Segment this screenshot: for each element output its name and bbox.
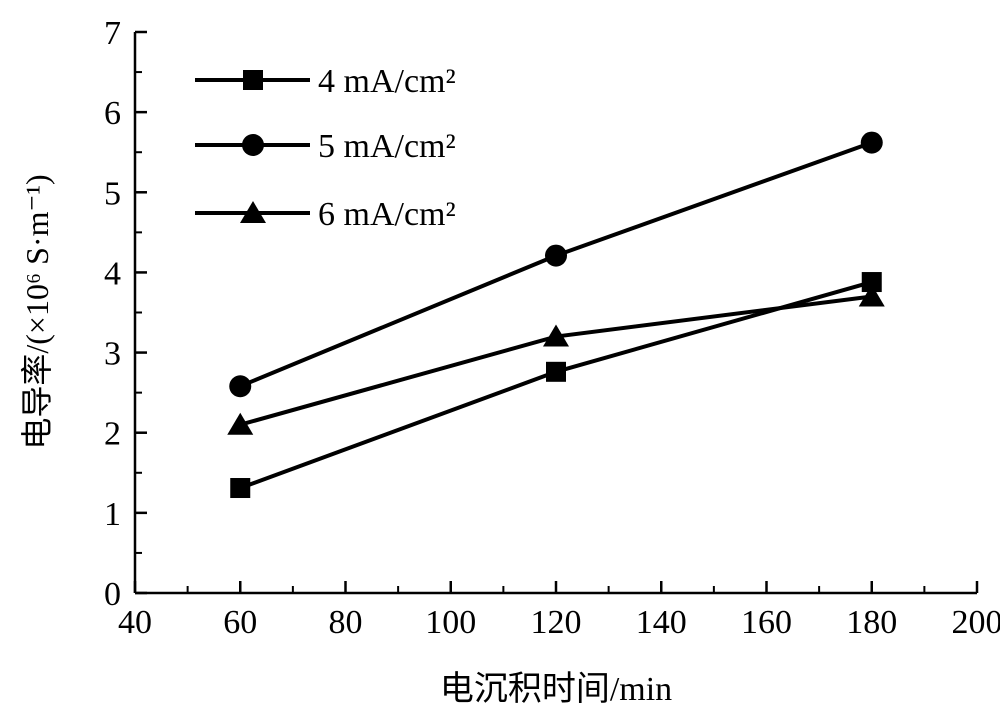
y-tick-label: 2 — [104, 416, 121, 453]
legend-label: 5 mA/cm² — [318, 128, 456, 165]
y-tick-label: 4 — [104, 255, 121, 292]
x-tick-label: 160 — [741, 604, 792, 641]
series-line — [240, 282, 872, 488]
legend-label: 6 mA/cm² — [318, 196, 456, 233]
series-group — [227, 132, 885, 498]
legend-item: 5 mA/cm² — [195, 128, 456, 165]
y-tick-label: 6 — [104, 95, 121, 132]
series-triangle — [227, 284, 885, 434]
data-point-circle — [242, 134, 264, 156]
legend-label: 4 mA/cm² — [318, 63, 456, 100]
data-point-square — [243, 70, 263, 90]
x-tick-label: 80 — [329, 604, 363, 641]
x-tick-label: 140 — [636, 604, 687, 641]
x-tick-label: 200 — [952, 604, 1000, 641]
data-point-circle — [229, 375, 251, 397]
x-tick-label: 100 — [425, 604, 476, 641]
x-tick-label: 60 — [223, 604, 257, 641]
data-point-circle — [861, 132, 883, 154]
data-point-square — [546, 362, 566, 382]
y-tick-label: 5 — [104, 175, 121, 212]
y-tick-label: 7 — [104, 15, 121, 52]
data-point-square — [230, 478, 250, 498]
y-tick-label: 1 — [104, 496, 121, 533]
y-tick-label: 3 — [104, 336, 121, 373]
x-tick-label: 40 — [118, 604, 152, 641]
legend-item: 4 mA/cm² — [195, 63, 456, 100]
series-circle — [229, 132, 883, 398]
x-tick-label: 120 — [531, 604, 582, 641]
data-point-circle — [545, 245, 567, 267]
series-line — [240, 296, 872, 424]
x-tick-label: 180 — [846, 604, 897, 641]
x-axis-label: 电沉积时间/min — [440, 670, 672, 708]
legend: 4 mA/cm² 5 mA/cm² 6 mA/cm² — [195, 63, 456, 233]
legend-item: 6 mA/cm² — [195, 196, 456, 233]
y-axis-label: 电导率/(×10⁶ S·m⁻¹) — [19, 174, 55, 449]
